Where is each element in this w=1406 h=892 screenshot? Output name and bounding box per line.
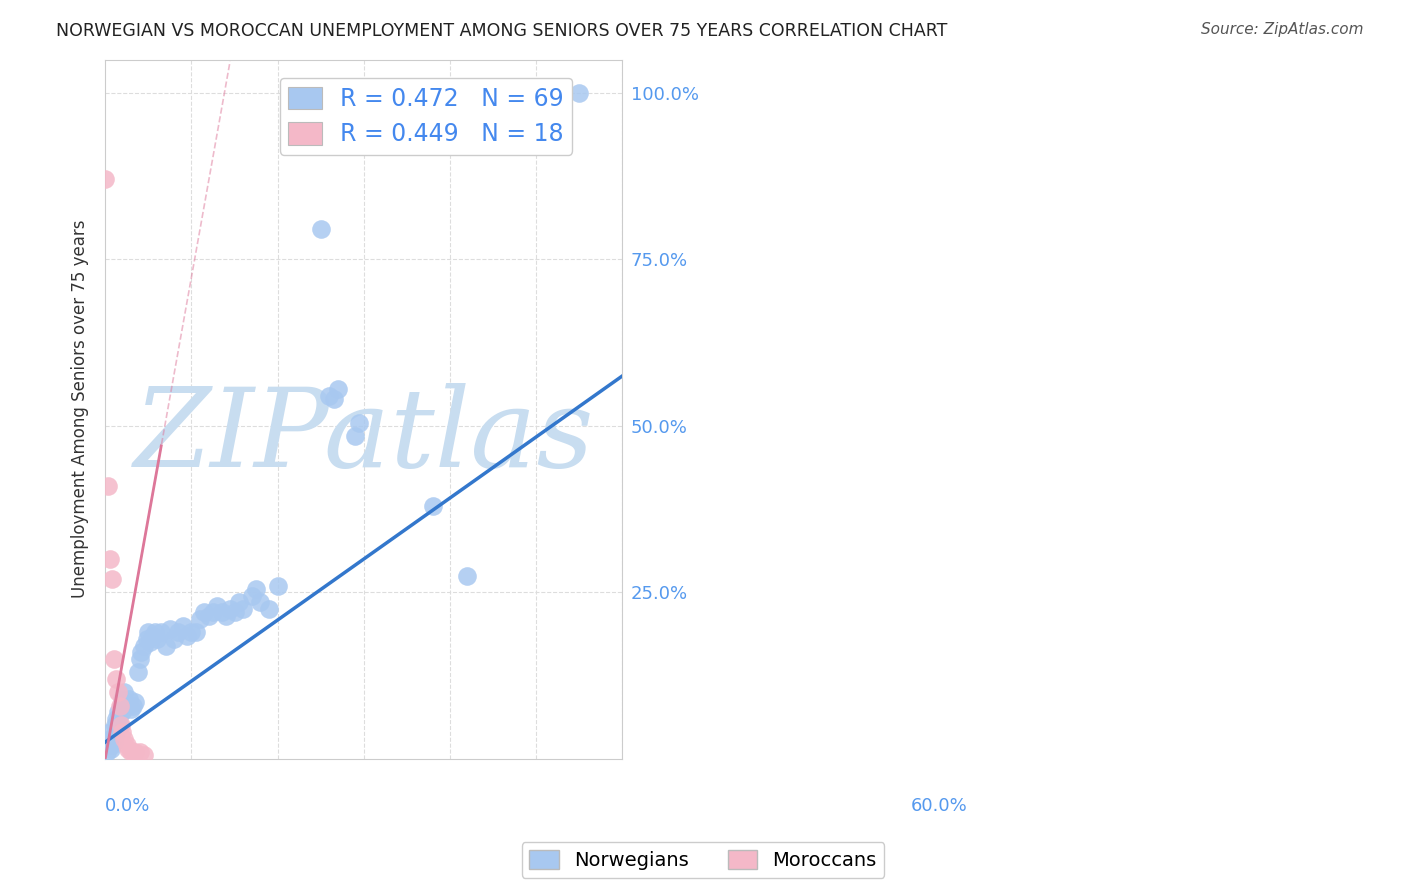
Point bbox=[322, 392, 344, 407]
Point bbox=[104, 718, 127, 732]
Point bbox=[105, 715, 128, 730]
Point bbox=[309, 222, 332, 236]
Point bbox=[110, 718, 132, 732]
Point bbox=[211, 605, 233, 619]
Point bbox=[176, 629, 198, 643]
Legend: Norwegians, Moroccans: Norwegians, Moroccans bbox=[522, 842, 884, 878]
Point bbox=[108, 698, 131, 713]
Point bbox=[249, 595, 271, 609]
Point bbox=[108, 718, 131, 732]
Point bbox=[101, 739, 124, 753]
Y-axis label: Unemployment Among Seniors over 75 years: Unemployment Among Seniors over 75 years bbox=[72, 220, 89, 599]
Point bbox=[184, 625, 207, 640]
Legend: R = 0.472   N = 69, R = 0.449   N = 18: R = 0.472 N = 69, R = 0.449 N = 18 bbox=[280, 78, 572, 154]
Text: ZIPatlas: ZIPatlas bbox=[134, 384, 595, 491]
Point bbox=[456, 568, 478, 582]
Point bbox=[110, 698, 132, 713]
Point bbox=[104, 672, 127, 686]
Point bbox=[124, 745, 146, 759]
Point bbox=[108, 708, 131, 723]
Point bbox=[240, 589, 263, 603]
Point bbox=[349, 416, 371, 430]
Point bbox=[107, 685, 129, 699]
Point bbox=[131, 645, 153, 659]
Point bbox=[107, 705, 129, 719]
Point bbox=[112, 685, 135, 699]
Point bbox=[104, 725, 127, 739]
Point bbox=[101, 572, 124, 586]
Point bbox=[422, 499, 444, 513]
Point bbox=[132, 748, 155, 763]
Point bbox=[94, 172, 117, 186]
Point bbox=[111, 691, 134, 706]
Point bbox=[167, 625, 190, 640]
Point bbox=[318, 389, 340, 403]
Point bbox=[139, 635, 162, 649]
Point bbox=[524, 86, 547, 100]
Point bbox=[115, 739, 138, 753]
Point bbox=[120, 745, 142, 759]
Point bbox=[124, 695, 146, 709]
Point bbox=[172, 618, 194, 632]
Point bbox=[150, 625, 173, 640]
Point bbox=[163, 632, 186, 646]
Point bbox=[115, 698, 138, 713]
Text: NORWEGIAN VS MOROCCAN UNEMPLOYMENT AMONG SENIORS OVER 75 YEARS CORRELATION CHART: NORWEGIAN VS MOROCCAN UNEMPLOYMENT AMONG… bbox=[56, 22, 948, 40]
Point bbox=[159, 622, 181, 636]
Point bbox=[188, 612, 211, 626]
Point bbox=[228, 595, 250, 609]
Point bbox=[97, 739, 120, 753]
Point bbox=[197, 608, 219, 623]
Point bbox=[117, 741, 139, 756]
Point bbox=[132, 639, 155, 653]
Point bbox=[111, 725, 134, 739]
Point bbox=[266, 579, 288, 593]
Point bbox=[224, 605, 246, 619]
Point bbox=[155, 639, 177, 653]
Text: 60.0%: 60.0% bbox=[911, 797, 967, 815]
Point bbox=[96, 745, 118, 759]
Point bbox=[120, 702, 142, 716]
Point bbox=[180, 625, 202, 640]
Point bbox=[121, 698, 143, 713]
Point bbox=[215, 608, 238, 623]
Point bbox=[97, 479, 120, 493]
Point bbox=[142, 629, 165, 643]
Point bbox=[344, 429, 367, 443]
Point bbox=[219, 602, 242, 616]
Point bbox=[100, 741, 122, 756]
Point bbox=[201, 605, 224, 619]
Point bbox=[127, 665, 149, 680]
Point bbox=[146, 632, 169, 646]
Point bbox=[101, 731, 124, 746]
Point bbox=[98, 552, 121, 566]
Point bbox=[98, 731, 121, 746]
Text: 0.0%: 0.0% bbox=[105, 797, 150, 815]
Point bbox=[257, 602, 280, 616]
Text: Source: ZipAtlas.com: Source: ZipAtlas.com bbox=[1201, 22, 1364, 37]
Point bbox=[103, 735, 125, 749]
Point bbox=[136, 625, 159, 640]
Point bbox=[326, 382, 349, 396]
Point bbox=[207, 599, 229, 613]
Point bbox=[128, 652, 150, 666]
Point bbox=[105, 712, 128, 726]
Point bbox=[143, 625, 166, 640]
Point bbox=[100, 725, 122, 739]
Point bbox=[118, 691, 141, 706]
Point bbox=[110, 705, 132, 719]
Point bbox=[135, 632, 157, 646]
Point bbox=[232, 602, 254, 616]
Point bbox=[529, 86, 551, 100]
Point bbox=[112, 731, 135, 746]
Point bbox=[103, 652, 125, 666]
Point bbox=[245, 582, 267, 596]
Point bbox=[193, 605, 215, 619]
Point bbox=[121, 745, 143, 759]
Point bbox=[128, 745, 150, 759]
Point bbox=[568, 86, 591, 100]
